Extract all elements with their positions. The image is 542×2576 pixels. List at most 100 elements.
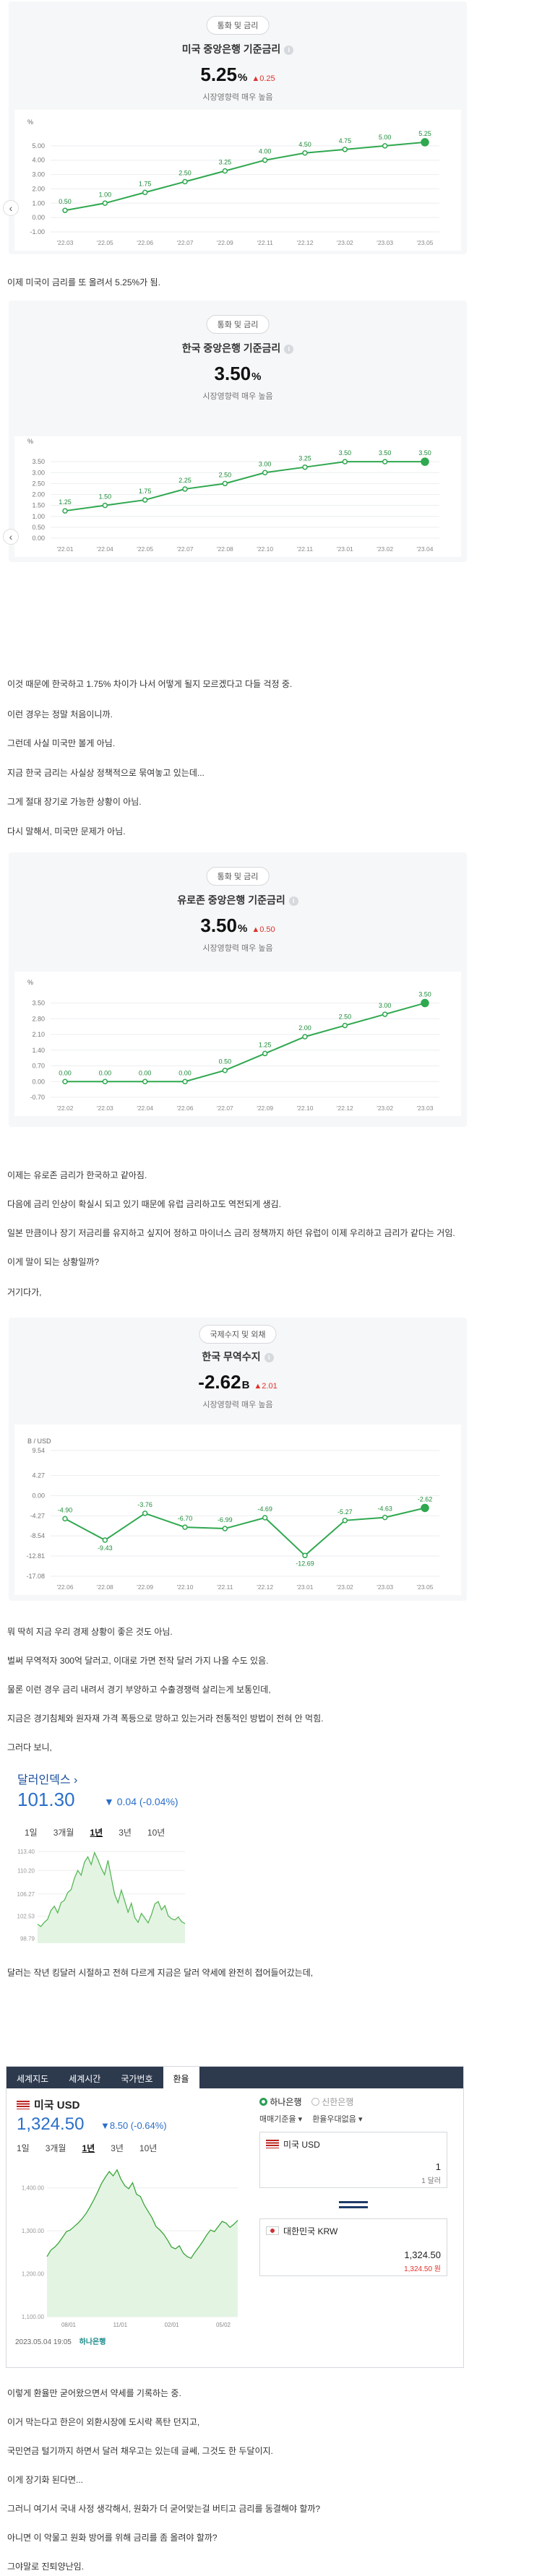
period-tab[interactable]: 10년 [139,2143,158,2153]
y-tick-label: 4.27 [32,1471,45,1479]
paragraph: 일본 만큼이나 장기 저금리를 유지하고 싶지어 정하고 마이너스 금리 정책까… [7,1228,455,1238]
rate-type-select[interactable]: 매매기준율 ▾ [259,2115,303,2124]
us-flag-icon [266,2140,279,2148]
fx-price: 1,324.50 [17,2114,85,2134]
widget-tab[interactable]: 세계지도 [17,2074,49,2084]
y-tick-label: 2.10 [32,1031,45,1038]
paragraph: 달러는 작년 킹달러 시절하고 전혀 다르게 지금은 달러 약세에 완전히 접어… [7,1968,314,1978]
x-tick-label: '22.06 [177,1105,194,1112]
x-tick-label: '23.03 [377,1583,393,1591]
rate-selects: 매매기준율 ▾ 환율우대없음 ▾ [259,2113,363,2125]
info-icon[interactable]: i [264,1353,274,1362]
x-tick-label: '23.04 [417,545,434,553]
period-tab[interactable]: 3년 [111,2143,124,2153]
radio-selected-icon[interactable] [259,2098,267,2106]
period-tab[interactable]: 1년 [82,2143,95,2153]
x-tick-label: '22.03 [57,239,74,246]
data-point [102,502,108,509]
dollar-index-change: ▼ 0.04 (-0.04%) [104,1796,178,1807]
data-label: -9.43 [98,1544,113,1552]
data-label: -6.70 [178,1515,193,1522]
category-badge: 통화 및 금리 [206,16,270,35]
y-tick-label: -17.08 [26,1573,45,1580]
data-label: 3.50 [339,449,352,457]
data-label: 0.00 [139,1069,152,1076]
data-point [182,178,188,185]
data-point [302,1034,308,1040]
data-point [142,189,148,196]
to-amount[interactable]: 1,324.50 [404,2249,441,2260]
period-tab[interactable]: 1년 [90,1828,103,1838]
widget-tab[interactable]: 세계시간 [69,2074,101,2084]
info-icon[interactable]: i [288,896,298,906]
period-tab[interactable]: 10년 [147,1828,165,1838]
trade-value: -2.62B ▲2.01 [9,1371,467,1393]
info-icon[interactable]: i [284,46,294,55]
data-label: -3.76 [137,1501,152,1508]
y-tick-label: 1,400.00 [22,2185,45,2192]
data-point [382,143,388,149]
y-tick-label: 2.50 [32,480,45,487]
x-tick-label: '22.10 [257,545,273,553]
period-tab[interactable]: 3개월 [53,1828,74,1838]
bank-option[interactable]: 하나은행 [270,2097,302,2107]
data-point [102,1079,108,1085]
x-tick-label: '22.11 [257,239,274,246]
value-number: 3.50 [214,363,251,384]
prev-arrow-icon[interactable]: ‹ [3,529,19,545]
paragraph: 벌써 무역적자 300억 달러고, 이대로 가면 전작 달러 가지 나올 수도 … [7,1656,269,1666]
y-tick-label: 102.53 [17,1914,35,1920]
period-tab[interactable]: 1일 [25,1828,38,1838]
discount-select[interactable]: 환율우대없음 ▾ [312,2115,363,2124]
from-currency-box[interactable]: 미국 USD 1 1 달러 [259,2132,447,2188]
paragraph: 이제 미국이 금리를 또 올려서 5.25%가 됨. [7,277,160,288]
x-tick-label: '23.05 [417,239,434,246]
data-label: 3.25 [298,455,311,462]
data-label: 2.50 [178,170,192,177]
kr-rate-card[interactable]: 통화 및 금리 한국 중앙은행 기준금리 i 3.50% 시장영향력 매우 높음 … [3,301,467,562]
y-tick-label: 3.00 [32,171,45,178]
widget-tab[interactable]: 환율 [163,2067,199,2088]
series-line [65,1002,426,1083]
period-tab[interactable]: 3개월 [45,2143,66,2153]
y-axis-label: B / USD [27,1438,51,1445]
dollar-index-title[interactable]: 달러인덱스 › [17,1774,78,1786]
x-tick-label: 02/01 [165,2322,180,2328]
paragraph: 이게 장기화 된다면... [7,2475,83,2485]
y-tick-label: -0.70 [30,1094,45,1101]
chart-footer: 2023.05.04 19:05 하나은행 [15,2335,232,2346]
source-label: 하나은행 [79,2338,106,2346]
info-icon[interactable]: i [284,345,294,354]
period-tab[interactable]: 1일 [17,2143,30,2153]
data-point [382,1514,388,1521]
bank-option[interactable]: 신한은행 [322,2097,354,2107]
data-point [222,480,228,487]
y-tick-label: 98.79 [20,1935,35,1942]
from-amount[interactable]: 1 [435,2161,441,2172]
data-point [421,1503,429,1513]
trade-balance-card[interactable]: 국제수지 및 외채 한국 무역수지 i -2.62B ▲2.01 시장영향력 매우 … [9,1318,467,1601]
data-point [102,200,108,207]
data-point [62,207,68,213]
prev-arrow-icon[interactable]: ‹ [3,200,19,216]
data-point [182,1524,188,1530]
us-rate-card[interactable]: 통화 및 금리 미국 중앙은행 기준금리 i 5.25% ▲0.25 시장영향력 매… [3,1,467,254]
period-tab[interactable]: 3년 [119,1828,132,1838]
eu-rate-card[interactable]: 통화 및 금리 유로존 중앙은행 기준금리 i 3.50% ▲0.50 시장영향력 … [9,852,467,1127]
dollar-index-price: 101.30 [17,1789,75,1810]
data-label: 4.75 [339,137,352,144]
data-label: 0.00 [178,1069,192,1076]
x-tick-label: '22.08 [217,545,233,553]
rate-value: 3.50% ▲0.50 [9,915,467,937]
to-currency-box[interactable]: 대한민국 KRW 1,324.50 1,324.50 원 [259,2218,447,2276]
data-label: 3.00 [259,460,272,467]
dollar-index-widget[interactable]: 달러인덱스 › 101.30 ▼ 0.04 (-0.04%) 1일 3개월 1년 3년… [10,1763,198,1950]
y-axis-label: % [27,438,33,445]
radio-icon[interactable] [311,2098,319,2106]
widget-tab[interactable]: 국가번호 [121,2074,153,2084]
data-label: 5.00 [379,134,392,141]
y-tick-label: 3.50 [32,1000,45,1007]
data-label: 3.50 [418,449,431,457]
to-currency: 대한민국 KRW [266,2225,337,2237]
card-title-text: 유로존 중앙은행 기준금리 [177,894,285,906]
